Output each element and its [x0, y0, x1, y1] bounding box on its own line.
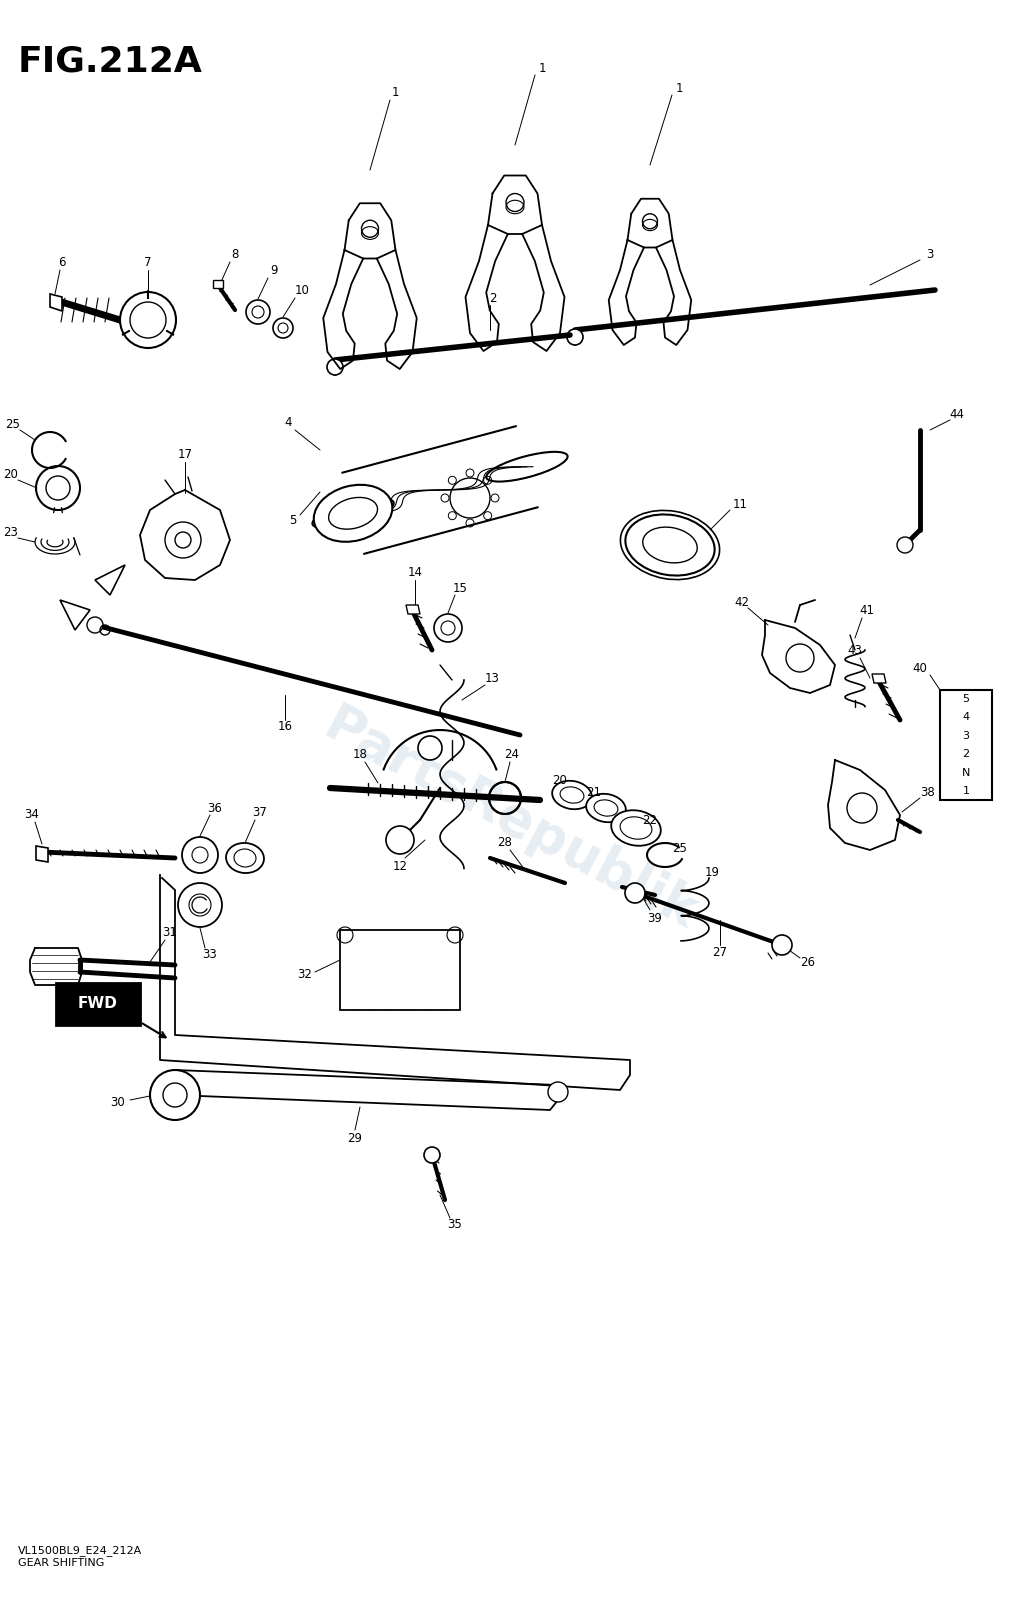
Circle shape: [786, 643, 813, 672]
Text: VL1500BL9_E24_212A: VL1500BL9_E24_212A: [18, 1546, 142, 1555]
Text: 2: 2: [489, 291, 496, 304]
Circle shape: [120, 291, 176, 349]
Circle shape: [327, 358, 342, 374]
Polygon shape: [871, 674, 886, 683]
Ellipse shape: [226, 843, 264, 874]
Ellipse shape: [625, 515, 714, 576]
Text: 5: 5: [289, 515, 297, 528]
Text: 44: 44: [949, 408, 964, 421]
Bar: [339, 930, 460, 1010]
Circle shape: [846, 794, 876, 822]
Text: 30: 30: [110, 1096, 125, 1109]
Text: 20: 20: [552, 773, 567, 787]
Text: 18: 18: [353, 749, 367, 762]
Polygon shape: [50, 294, 62, 310]
Circle shape: [273, 318, 292, 338]
Text: 1: 1: [391, 86, 398, 99]
Circle shape: [505, 194, 524, 211]
Text: 28: 28: [497, 837, 512, 850]
Text: 27: 27: [712, 946, 727, 958]
Text: 4: 4: [962, 712, 969, 723]
Text: 42: 42: [734, 595, 749, 608]
Circle shape: [181, 837, 218, 874]
Text: 15: 15: [452, 581, 467, 595]
Text: 29: 29: [347, 1131, 362, 1144]
Text: 22: 22: [642, 813, 657, 827]
Text: 10: 10: [294, 285, 309, 298]
Text: 3: 3: [925, 248, 932, 261]
Circle shape: [87, 618, 103, 634]
Text: 43: 43: [847, 643, 862, 656]
Text: 33: 33: [203, 949, 217, 962]
Ellipse shape: [610, 810, 660, 846]
Circle shape: [178, 883, 222, 926]
Text: 1: 1: [675, 82, 682, 94]
Text: 32: 32: [298, 968, 312, 981]
Ellipse shape: [586, 794, 626, 822]
Circle shape: [361, 221, 378, 237]
Circle shape: [418, 736, 441, 760]
Ellipse shape: [314, 485, 392, 542]
Text: 16: 16: [277, 720, 292, 733]
Circle shape: [385, 826, 414, 854]
Circle shape: [625, 883, 644, 902]
Text: N: N: [961, 768, 969, 778]
Bar: [940, 690, 991, 800]
Text: 2: 2: [962, 749, 969, 758]
Text: 13: 13: [484, 672, 499, 685]
Text: 8: 8: [231, 248, 238, 261]
Text: 11: 11: [732, 498, 747, 510]
Text: 1: 1: [962, 786, 968, 795]
Text: 3: 3: [962, 731, 968, 741]
Text: 25: 25: [5, 418, 20, 430]
Text: 39: 39: [647, 912, 661, 925]
FancyBboxPatch shape: [56, 982, 140, 1026]
Text: 14: 14: [408, 565, 422, 579]
Text: 36: 36: [207, 802, 222, 814]
Ellipse shape: [312, 499, 393, 528]
Text: 5: 5: [962, 694, 968, 704]
Text: 7: 7: [144, 256, 152, 269]
Circle shape: [547, 1082, 568, 1102]
Circle shape: [642, 214, 657, 229]
Text: 6: 6: [58, 256, 65, 269]
Text: 9: 9: [270, 264, 277, 277]
Text: 35: 35: [447, 1219, 462, 1232]
Text: 37: 37: [253, 806, 267, 819]
Ellipse shape: [486, 451, 567, 482]
Circle shape: [771, 934, 791, 955]
Polygon shape: [36, 846, 48, 862]
Text: 21: 21: [586, 787, 601, 800]
Text: 1: 1: [538, 61, 545, 75]
Text: 40: 40: [912, 661, 926, 675]
Text: 17: 17: [177, 448, 193, 461]
Text: 19: 19: [704, 866, 718, 878]
Text: PartsRepublik: PartsRepublik: [314, 699, 705, 941]
Polygon shape: [406, 605, 420, 614]
Circle shape: [433, 614, 462, 642]
Text: FWD: FWD: [78, 997, 118, 1011]
Bar: [213, 280, 223, 288]
Circle shape: [150, 1070, 200, 1120]
Text: 23: 23: [3, 525, 18, 539]
Text: 26: 26: [800, 957, 815, 970]
Text: 34: 34: [24, 808, 40, 821]
Circle shape: [246, 301, 270, 323]
Text: 12: 12: [392, 859, 408, 872]
Ellipse shape: [551, 781, 591, 810]
Circle shape: [424, 1147, 439, 1163]
Text: 25: 25: [672, 842, 687, 854]
Text: GEAR SHIFTING: GEAR SHIFTING: [18, 1558, 104, 1568]
Text: FIG.212A: FIG.212A: [18, 45, 203, 78]
Text: 24: 24: [504, 749, 519, 762]
Text: 38: 38: [920, 786, 934, 798]
Text: 4: 4: [284, 416, 291, 429]
Text: 41: 41: [859, 605, 873, 618]
Circle shape: [567, 330, 583, 346]
Text: 20: 20: [3, 467, 18, 480]
Circle shape: [896, 538, 912, 554]
Text: 31: 31: [162, 925, 177, 939]
